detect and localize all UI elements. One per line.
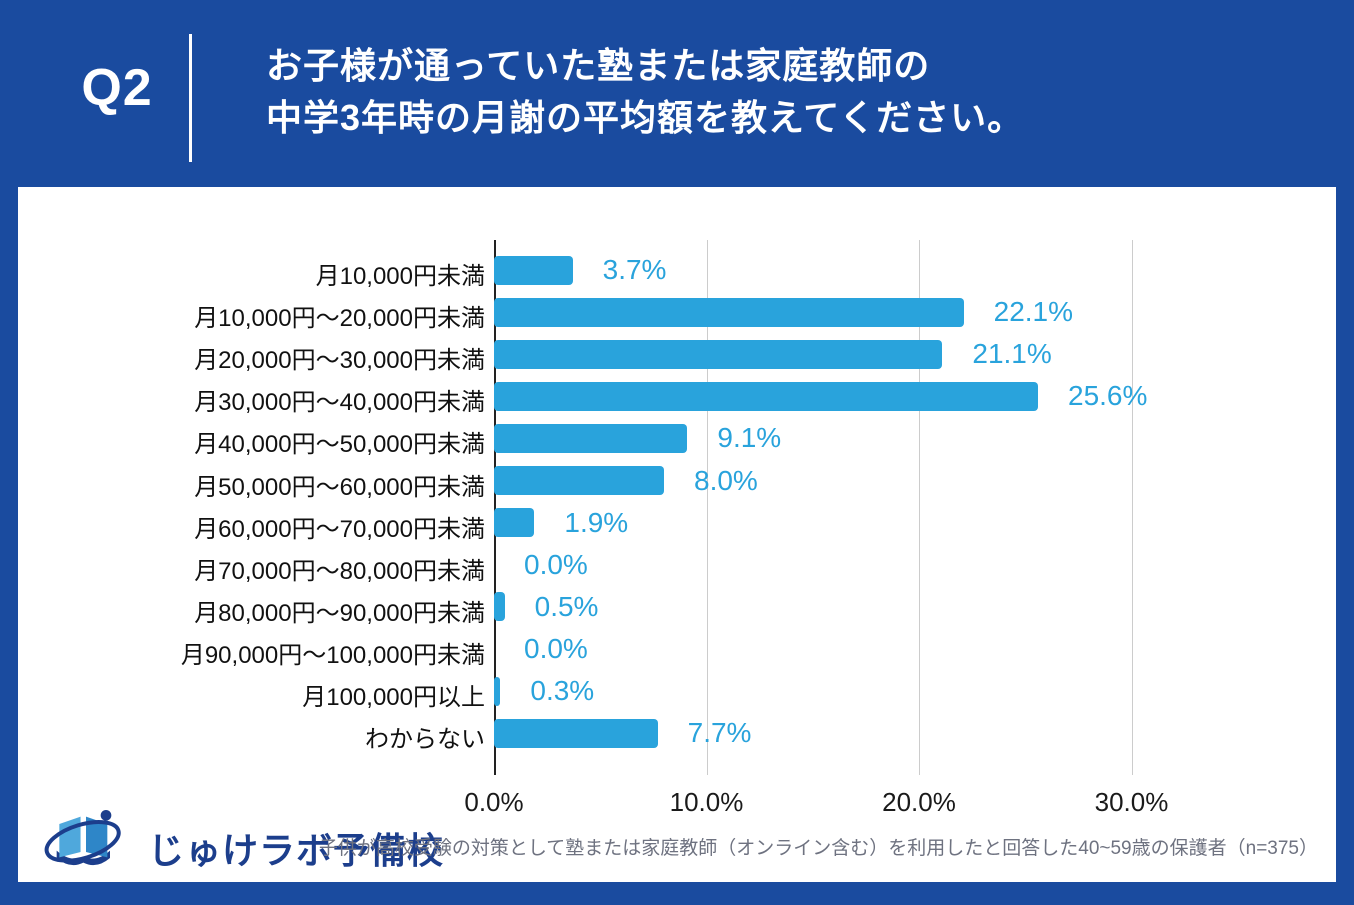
title-line-2: 中学3年時の月謝の平均額を教えてください。 bbox=[266, 97, 1025, 138]
bar bbox=[494, 255, 573, 285]
chart-row: 月90,000円〜100,000円未満 0.0% bbox=[18, 628, 1336, 670]
category-label: 月80,000円〜90,000円未満 bbox=[194, 599, 485, 627]
x-gridline bbox=[919, 240, 920, 775]
category-label: 月50,000円〜60,000円未満 bbox=[194, 473, 485, 501]
chart-row: 月80,000円〜90,000円未満 0.5% bbox=[18, 586, 1336, 628]
bar bbox=[494, 718, 658, 748]
value-label: 1.9% bbox=[564, 506, 629, 538]
chart-row: 月100,000円以上 0.3% bbox=[18, 670, 1336, 712]
bar bbox=[494, 676, 501, 706]
value-label: 0.3% bbox=[530, 675, 595, 706]
x-tick-label: 30.0% bbox=[1094, 787, 1169, 817]
value-label: 25.6% bbox=[1068, 380, 1148, 412]
question-number: Q2 bbox=[81, 59, 153, 117]
logo: じゅけラボ予備校 bbox=[42, 808, 443, 874]
value-label: 0.0% bbox=[524, 632, 588, 664]
value-label: 22.1% bbox=[993, 296, 1074, 328]
chart-row: 月30,000円〜40,000円未満 25.6% bbox=[18, 375, 1336, 417]
category-label: わからない bbox=[365, 726, 485, 754]
x-gridline bbox=[1131, 240, 1133, 775]
value-label: 3.7% bbox=[602, 254, 667, 285]
category-label: 月10,000円〜20,000円未満 bbox=[194, 305, 485, 333]
book-logo-icon bbox=[44, 810, 121, 866]
value-label: 0.5% bbox=[534, 590, 599, 622]
category-label: 月70,000円〜80,000円未満 bbox=[194, 557, 485, 585]
category-label: 月90,000円〜100,000円未満 bbox=[180, 641, 485, 669]
x-gridline bbox=[706, 240, 708, 775]
category-label: 月40,000円〜50,000円未満 bbox=[194, 431, 485, 459]
logo-text: じゅけラボ予備校 bbox=[148, 830, 445, 871]
bar bbox=[494, 466, 664, 495]
x-tick-label: 20.0% bbox=[882, 787, 956, 817]
bar bbox=[494, 508, 535, 538]
category-label: 月100,000円以上 bbox=[302, 684, 485, 711]
chart-row: 月10,000円未満 3.7% bbox=[18, 249, 1336, 291]
page-title: お子様が通っていた塾または家庭教師の 中学3年時の月謝の平均額を教えてください。 bbox=[266, 40, 1024, 144]
category-label: 月20,000円〜30,000円未満 bbox=[194, 347, 485, 375]
value-label: 8.0% bbox=[694, 464, 758, 496]
chart-row: 月40,000円〜50,000円未満 9.1% bbox=[18, 417, 1336, 459]
y-axis-line bbox=[494, 240, 496, 775]
chart-row: 月10,000円〜20,000円未満 22.1% bbox=[18, 291, 1336, 333]
value-label: 0.0% bbox=[524, 548, 588, 580]
bar bbox=[494, 592, 505, 622]
title-line-1: お子様が通っていた塾または家庭教師の bbox=[266, 45, 931, 86]
header-divider bbox=[189, 34, 192, 162]
chart-row: 月60,000円〜70,000円未満 1.9% bbox=[18, 502, 1336, 544]
value-label: 7.7% bbox=[687, 717, 752, 749]
chart-row: わからない 7.7% bbox=[18, 712, 1336, 754]
category-label: 月10,000円未満 bbox=[315, 263, 485, 290]
bar bbox=[494, 423, 688, 453]
chart-row: 月70,000円〜80,000円未満 0.0% bbox=[18, 544, 1336, 586]
category-label: 月30,000円〜40,000円未満 bbox=[194, 389, 485, 417]
bar bbox=[494, 297, 964, 327]
value-label: 21.1% bbox=[972, 338, 1052, 370]
value-label: 9.1% bbox=[717, 422, 782, 454]
x-tick-label: 0.0% bbox=[464, 787, 524, 817]
survey-note: 子供が高校受験の対策として塾または家庭教師（オンライン含む）を利用したと回答した… bbox=[318, 838, 1318, 859]
chart-card: 0.0% 10.0% 20.0% 30.0% 月10,000円未満 3.7% 月10,000… bbox=[18, 187, 1336, 882]
x-tick-label: 10.0% bbox=[669, 787, 744, 817]
bar-chart: 0.0% 10.0% 20.0% 30.0% 月10,000円未満 3.7% 月10,000… bbox=[18, 187, 1336, 882]
chart-row: 月50,000円〜60,000円未満 8.0% bbox=[18, 460, 1336, 502]
bar bbox=[494, 381, 1038, 411]
chart-row: 月20,000円〜30,000円未満 21.1% bbox=[18, 333, 1336, 375]
bar bbox=[494, 339, 943, 369]
category-label: 月60,000円〜70,000円未満 bbox=[194, 515, 485, 543]
